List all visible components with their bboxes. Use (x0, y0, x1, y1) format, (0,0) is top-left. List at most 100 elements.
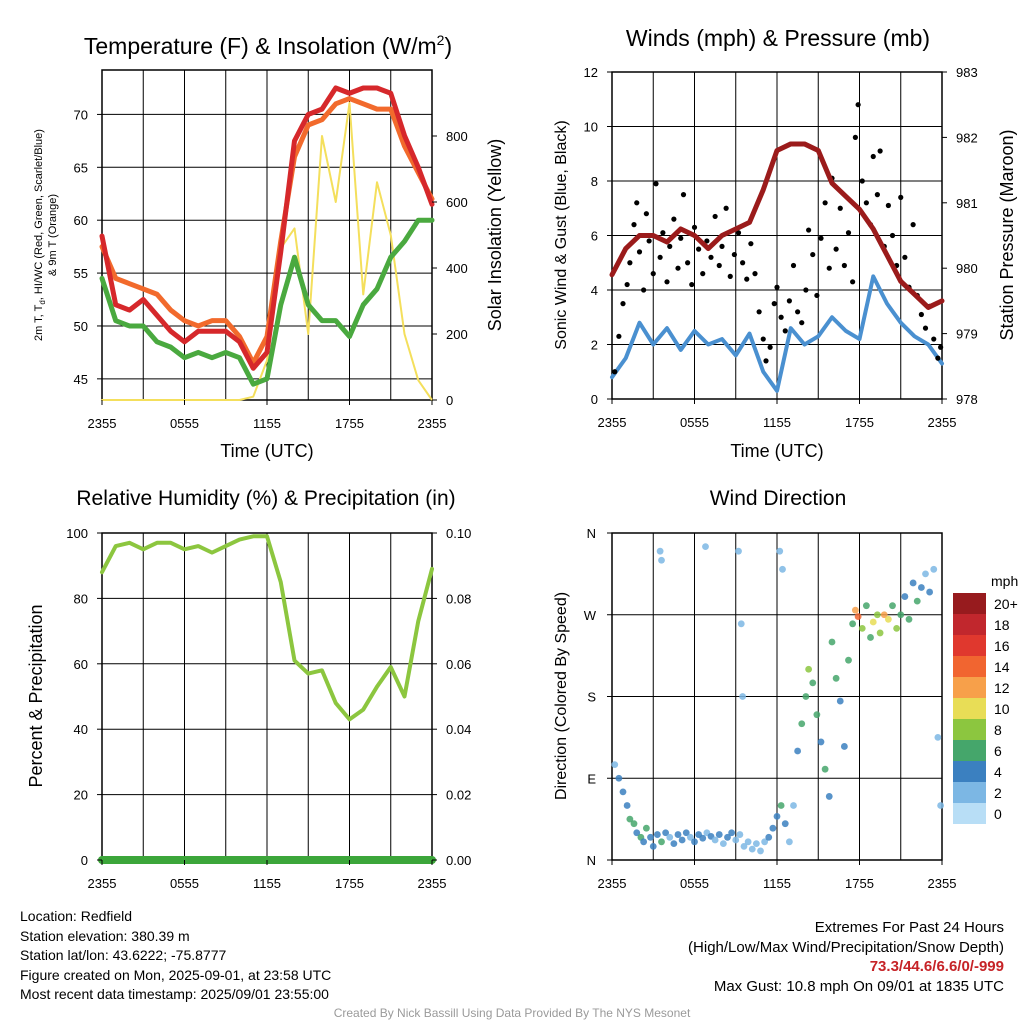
direction-title: Wind Direction (710, 487, 847, 510)
direction-point (884, 615, 892, 623)
gust-point (774, 284, 780, 290)
y-tick-label: 60 (74, 657, 88, 672)
x-tick-label: 2355 (598, 876, 627, 891)
extremes-values: 73.3/44.6/6.6/0/-999 (869, 958, 1004, 975)
gust-point (898, 194, 904, 200)
y-right-tick-label: 978 (956, 392, 978, 407)
temperature-left-axis-label: 2m T, Td, HI/WC (Red, Green, Scarlet/Blu… (33, 129, 47, 341)
speed-legend-label: 18 (994, 617, 1010, 633)
speed-legend-label: 10 (994, 701, 1010, 717)
direction-point (913, 597, 921, 605)
direction-point (805, 665, 813, 673)
direction-point (901, 593, 909, 600)
direction-point (740, 842, 748, 850)
y-tick-label: 50 (74, 319, 88, 334)
y-right-tick-label: 0.10 (446, 526, 471, 541)
speed-legend-swatch (953, 593, 986, 614)
gust-point (748, 241, 754, 247)
gust-point (863, 200, 869, 206)
direction-point (779, 565, 786, 573)
speed-legend-label: 2 (994, 785, 1002, 801)
direction-point (794, 747, 802, 755)
speed-legend-swatch (953, 656, 986, 677)
y-tick-label: 2 (591, 338, 598, 353)
gust-point (740, 260, 746, 266)
humidity-left-axis-label: Percent & Precipitation (26, 604, 46, 787)
direction-point (682, 829, 690, 837)
x-tick-label: 1155 (763, 415, 791, 430)
direction-panel: Wind Direction 2355 0555 1155 1755 2355NESWN… (553, 487, 1018, 891)
y-right-tick-label: 0.04 (446, 722, 471, 737)
gust-point (870, 153, 876, 160)
direction-point (876, 629, 884, 637)
gust-point (850, 279, 856, 285)
direction-point (748, 845, 756, 853)
x-tick-label: 0555 (170, 416, 199, 431)
figure-created-time: Figure created on Mon, 2025-09-01, at 23… (20, 966, 332, 983)
gust-point (653, 181, 659, 187)
direction-point (809, 679, 817, 687)
speed-legend-label: 20+ (994, 596, 1018, 612)
direction-point (917, 584, 925, 591)
gust-point (646, 238, 652, 244)
gust-point (859, 178, 865, 184)
y-tick-label: 0 (591, 392, 598, 407)
gust-point (818, 235, 824, 241)
direction-point (736, 831, 744, 838)
direction-point (702, 543, 709, 551)
direction-grid (612, 533, 942, 860)
y-tick-label: 40 (74, 722, 88, 737)
speed-legend-swatch (953, 719, 986, 740)
gust-point (902, 254, 908, 260)
gust-point (700, 271, 706, 277)
gust-point (855, 102, 861, 108)
gust-point (664, 279, 670, 285)
winds-title: Winds (mph) & Pressure (mb) (626, 25, 930, 51)
winds-right-axis-label: Station Pressure (Maroon) (997, 129, 1017, 340)
y-tick-label: 100 (66, 526, 88, 541)
gust-point (778, 314, 784, 320)
direction-point (615, 774, 623, 782)
y-right-tick-label: 400 (446, 261, 468, 276)
direction-points (611, 543, 945, 855)
y-tick-label: 8 (591, 174, 598, 189)
gust-point (938, 344, 944, 350)
direction-point (623, 802, 631, 809)
gust-point (935, 355, 941, 361)
gust-point (833, 246, 839, 252)
direction-point (922, 570, 929, 578)
direction-point (724, 833, 731, 841)
y-right-tick-label: 200 (446, 327, 468, 342)
direction-point (836, 697, 844, 705)
direction-point (825, 793, 833, 800)
gust-point (620, 301, 626, 307)
y-right-tick-label: 800 (446, 129, 468, 144)
gust-point (735, 230, 742, 236)
y-right-tick-label: 0.00 (446, 853, 471, 868)
gust-point (795, 309, 801, 315)
extremes-heading: Extremes For Past 24 Hours (814, 919, 1004, 936)
gust-point (634, 200, 640, 206)
direction-point (897, 611, 905, 619)
speed-legend-label: 6 (994, 743, 1002, 759)
y-tick-label: E (587, 771, 596, 786)
y-tick-label: 65 (74, 160, 88, 175)
direction-point (930, 565, 938, 573)
y-right-tick-label: 0 (446, 393, 453, 408)
direction-point (828, 638, 836, 646)
gust-point (756, 309, 762, 315)
direction-point (656, 547, 664, 555)
station-location: Location: Redfield (20, 908, 133, 924)
y-tick-label: 70 (74, 107, 88, 122)
y-tick-label: 55 (74, 266, 88, 281)
direction-point (611, 761, 619, 769)
x-tick-label: 1155 (763, 876, 791, 891)
y-tick-label: W (584, 608, 597, 623)
gust-point (803, 287, 809, 293)
gust-point (624, 281, 630, 288)
y-tick-label: 0 (81, 853, 88, 868)
gust-point (643, 211, 649, 217)
y-tick-label: S (587, 690, 596, 705)
